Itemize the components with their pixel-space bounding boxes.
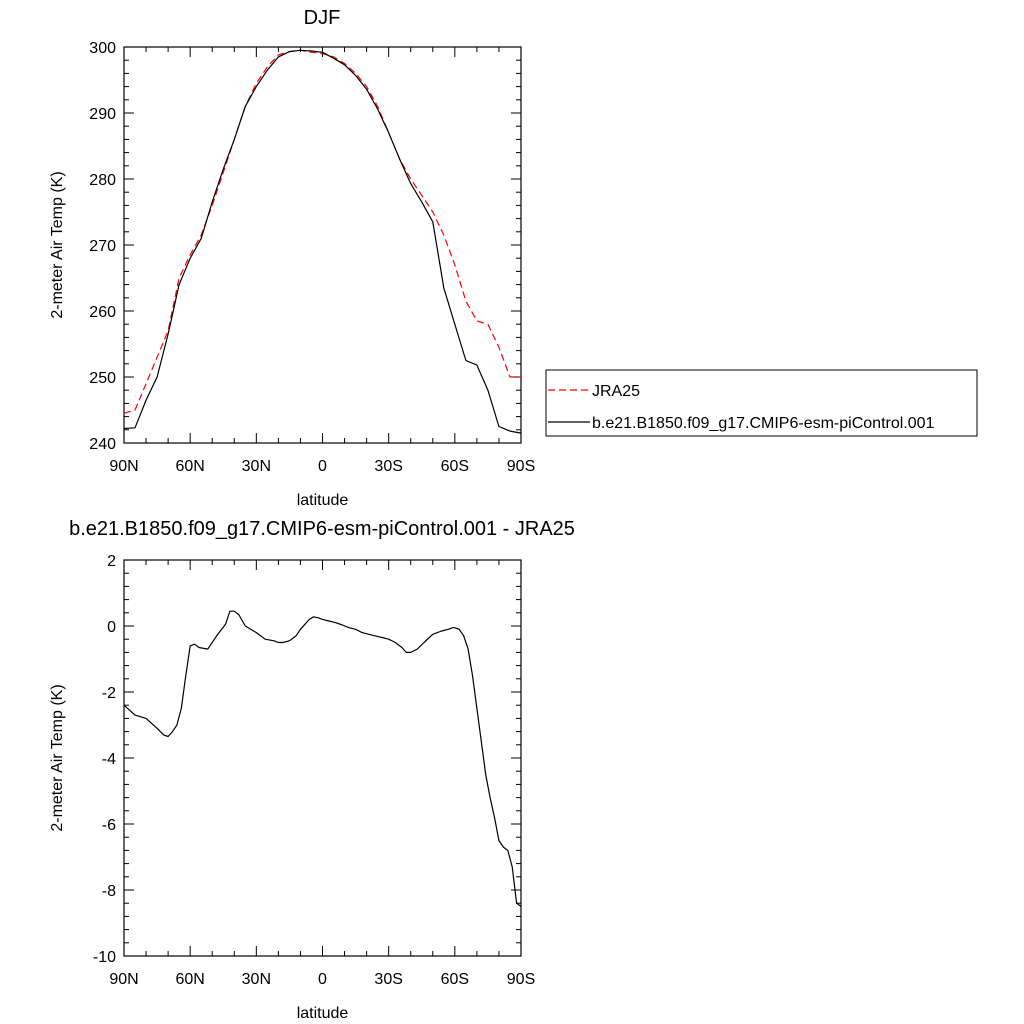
series-line-0 xyxy=(123,610,522,907)
chart-title: DJF xyxy=(304,7,341,29)
x-tick-label: 60N xyxy=(175,458,204,475)
x-tick-label: 60N xyxy=(175,971,204,988)
y-tick-label: -8 xyxy=(102,883,116,900)
x-tick-label: 90S xyxy=(507,458,535,475)
x-tick-label: 90N xyxy=(109,458,138,475)
x-tick-label: 30N xyxy=(242,458,271,475)
x-tick-label: 60S xyxy=(441,971,469,988)
y-tick-label: 300 xyxy=(89,40,116,57)
legend-label: JRA25 xyxy=(592,383,640,400)
x-axis-label: latitude xyxy=(297,492,349,509)
y-tick-label: 0 xyxy=(107,619,116,636)
y-tick-label: 240 xyxy=(89,436,116,453)
legend-box xyxy=(545,369,978,437)
y-tick-label: 260 xyxy=(89,304,116,321)
y-tick-label: 2 xyxy=(107,553,116,570)
chart-title: b.e21.B1850.f09_g17.CMIP6-esm-piControl.… xyxy=(69,518,575,540)
y-tick-label: -10 xyxy=(93,949,116,966)
x-tick-label: 30S xyxy=(374,458,402,475)
x-tick-label: 90S xyxy=(507,971,535,988)
x-tick-label: 30S xyxy=(374,971,402,988)
y-tick-label: -6 xyxy=(102,817,116,834)
y-tick-label: 290 xyxy=(89,106,116,123)
series-line-1 xyxy=(123,49,522,434)
y-axis-label: 2-meter Air Temp (K) xyxy=(49,684,66,831)
y-axis-label: 2-meter Air Temp (K) xyxy=(49,171,66,318)
x-tick-label: 60S xyxy=(441,458,469,475)
y-tick-label: -2 xyxy=(102,685,116,702)
x-axis-label: latitude xyxy=(297,1005,349,1022)
y-tick-label: 270 xyxy=(89,238,116,255)
legend-label: b.e21.B1850.f09_g17.CMIP6-esm-piControl.… xyxy=(592,415,935,432)
x-tick-label: 0 xyxy=(318,458,327,475)
x-tick-label: 0 xyxy=(318,971,327,988)
x-tick-label: 90N xyxy=(109,971,138,988)
series-line-0 xyxy=(123,49,521,414)
y-tick-label: 280 xyxy=(89,172,116,189)
x-tick-label: 30N xyxy=(242,971,271,988)
plot-frame xyxy=(123,46,522,444)
y-tick-label: -4 xyxy=(102,751,116,768)
y-tick-label: 250 xyxy=(89,370,116,387)
